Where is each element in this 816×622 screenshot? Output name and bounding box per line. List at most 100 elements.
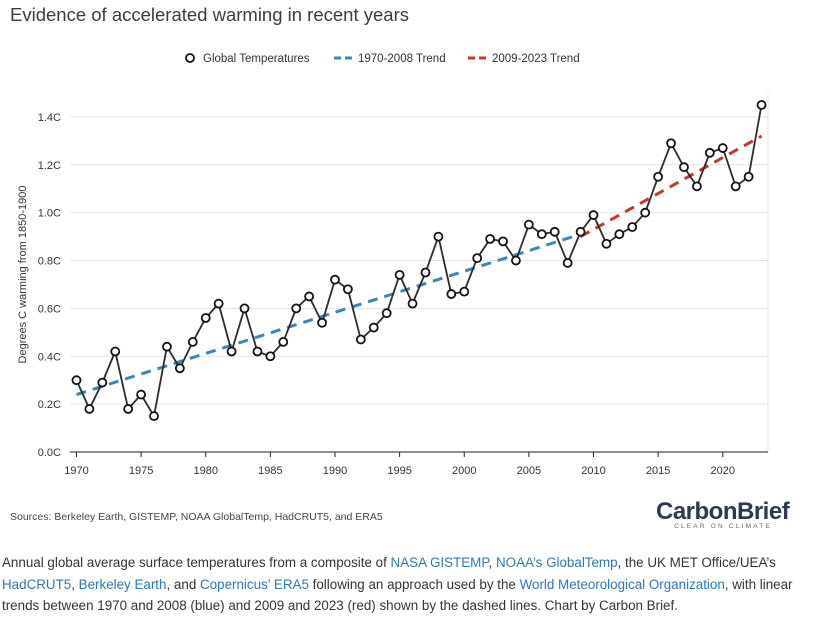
link-noaa-globaltemp[interactable]: NOAA’s GlobalTemp bbox=[495, 555, 618, 570]
data-point bbox=[601, 238, 612, 249]
x-tick-label: 1990 bbox=[323, 465, 347, 477]
temperature-series bbox=[71, 100, 767, 422]
data-point bbox=[653, 171, 664, 182]
data-point bbox=[187, 337, 198, 347]
trend-lines bbox=[76, 134, 763, 396]
y-axis-label: Degrees C warming from 1850-1900 bbox=[17, 186, 29, 364]
data-point bbox=[575, 226, 586, 237]
data-point bbox=[71, 375, 82, 386]
data-point bbox=[627, 222, 638, 232]
y-tick-label: 0.2C bbox=[38, 399, 61, 411]
data-point bbox=[355, 334, 366, 345]
trend-line-1970-2008 bbox=[76, 232, 582, 396]
x-tick-label: 2015 bbox=[646, 465, 670, 477]
sources-note: Sources: Berkeley Earth, GISTEMP, NOAA G… bbox=[10, 511, 383, 523]
caption-text: Annual global average surface temperatur… bbox=[2, 555, 391, 570]
y-tick-label: 1.0C bbox=[38, 208, 61, 220]
caption-text: , the UK MET Office/UEA’s bbox=[617, 555, 776, 570]
data-point bbox=[588, 210, 599, 220]
logo-tagline: CLEAR ON CLIMATE bbox=[674, 523, 772, 530]
link-wmo[interactable]: World Meteorological Organization bbox=[519, 576, 725, 592]
link-copernicus-era5[interactable]: Copernicus’ ERA5 bbox=[200, 576, 309, 592]
data-point bbox=[291, 303, 302, 314]
x-tick-label: 2020 bbox=[711, 465, 735, 477]
link-berkeley-earth[interactable]: Berkeley Earth bbox=[78, 576, 167, 592]
data-point bbox=[536, 229, 547, 240]
data-point bbox=[381, 308, 392, 319]
data-point bbox=[614, 229, 625, 240]
data-point bbox=[407, 298, 418, 309]
data-point bbox=[394, 269, 405, 280]
data-point bbox=[717, 143, 728, 153]
x-tick-label: 1980 bbox=[193, 465, 217, 477]
data-point bbox=[136, 389, 146, 400]
data-point bbox=[730, 181, 741, 192]
data-point bbox=[149, 411, 159, 422]
x-tick-label: 1985 bbox=[258, 465, 282, 477]
data-point bbox=[472, 253, 483, 264]
x-tick-label: 2010 bbox=[581, 465, 605, 477]
caption-text: , bbox=[71, 576, 79, 592]
data-point bbox=[420, 267, 431, 278]
legend-label-temperatures: Global Temperatures bbox=[203, 53, 310, 65]
data-point bbox=[330, 274, 340, 285]
x-tick-label: 2000 bbox=[452, 465, 476, 477]
axes: 0.0C 0.2C 0.4C 0.6C 0.8C 1.0C 1.2C 1.4C 1970 1975… bbox=[17, 112, 768, 477]
chart: 0.0C 0.2C 0.4C 0.6C 0.8C 1.0C 1.2C 1.4C 1970 1975… bbox=[17, 53, 769, 477]
data-point bbox=[523, 219, 534, 230]
data-point bbox=[239, 303, 250, 314]
caption-text: following an approach used by the bbox=[308, 576, 520, 592]
data-point bbox=[704, 147, 715, 158]
data-point bbox=[640, 207, 651, 218]
x-tick-label: 2005 bbox=[517, 465, 541, 477]
data-point bbox=[343, 284, 353, 295]
data-point bbox=[265, 351, 276, 362]
y-tick-label: 0.8C bbox=[38, 256, 61, 268]
data-point bbox=[252, 346, 263, 357]
data-point bbox=[110, 346, 121, 357]
legend-label-trend-1970-2008: 1970-2008 Trend bbox=[358, 53, 446, 65]
data-point bbox=[162, 341, 172, 352]
y-tick-label: 0.6C bbox=[38, 303, 61, 315]
data-point bbox=[84, 404, 95, 414]
data-point bbox=[485, 234, 495, 244]
logo-wordmark: CarbonBrief bbox=[656, 498, 790, 525]
data-point bbox=[756, 100, 767, 110]
x-tick-label: 1970 bbox=[64, 465, 88, 477]
y-tick-label: 1.2C bbox=[38, 160, 61, 172]
data-point bbox=[174, 363, 185, 374]
data-point bbox=[433, 231, 444, 242]
data-point bbox=[213, 298, 224, 309]
data-point bbox=[368, 322, 379, 333]
y-tick-label: 0.0C bbox=[38, 447, 61, 459]
legend: Global Temperatures 1970-2008 Trend 2009-2… bbox=[185, 53, 580, 65]
grid bbox=[70, 93, 769, 452]
figure-caption: Annual global average surface temperatur… bbox=[2, 552, 812, 617]
data-point bbox=[679, 162, 689, 173]
y-tick-label: 0.4C bbox=[38, 351, 61, 363]
data-point bbox=[317, 317, 327, 328]
legend-marker-temperatures bbox=[185, 53, 195, 63]
chart-title: Evidence of accelerated warming in recen… bbox=[10, 4, 409, 25]
data-point bbox=[692, 181, 702, 192]
data-point bbox=[278, 337, 289, 347]
caption-text: , and bbox=[166, 576, 200, 592]
caption-text: , bbox=[488, 555, 496, 570]
trend-line-2009-2023 bbox=[579, 134, 763, 238]
link-nasa-gistemp[interactable]: NASA GISTEMP bbox=[390, 555, 489, 570]
data-point bbox=[226, 346, 237, 357]
caption-text: , with linear trends between 1970 and 20… bbox=[2, 576, 793, 614]
data-point bbox=[549, 226, 560, 237]
link-hadcrut5[interactable]: HadCRUT5 bbox=[2, 576, 72, 592]
data-point bbox=[743, 171, 754, 182]
data-point bbox=[123, 404, 134, 414]
data-point bbox=[200, 313, 211, 323]
data-point bbox=[97, 377, 108, 388]
data-point bbox=[666, 138, 676, 149]
y-tick-label: 1.4C bbox=[38, 112, 61, 124]
data-point bbox=[562, 258, 573, 268]
x-tick-label: 1975 bbox=[129, 465, 153, 477]
data-point bbox=[446, 289, 457, 299]
data-point bbox=[304, 291, 315, 302]
carbon-brief-logo: CarbonBrief CLEAR ON CLIMATE bbox=[656, 498, 790, 530]
